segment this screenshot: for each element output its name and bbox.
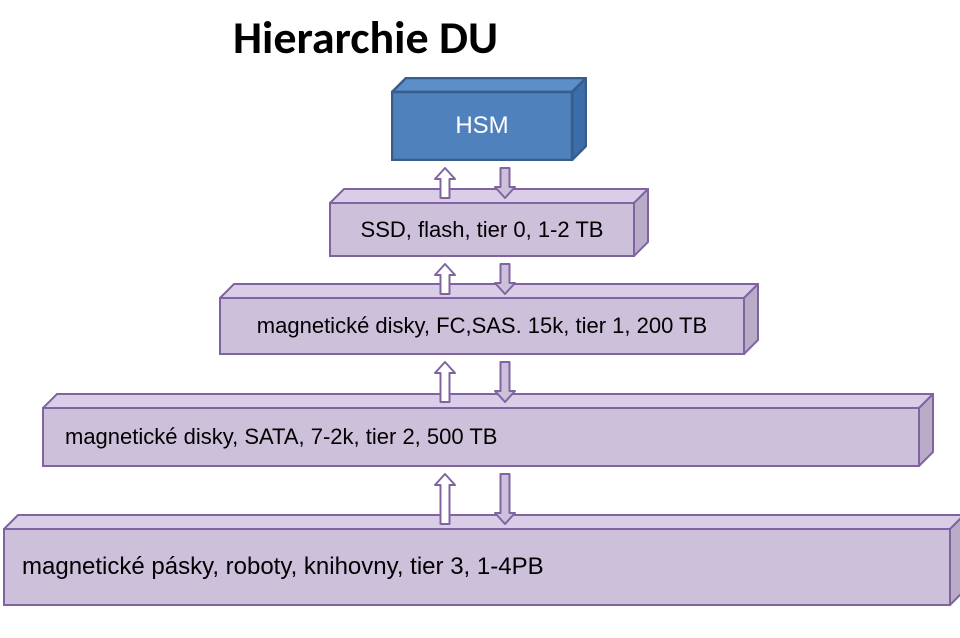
diagram-stage: Hierarchie DU HSM SSD, flash, tier 0, 1-2…	[0, 0, 960, 638]
page-title: Hierarchie DU	[233, 10, 498, 66]
tier-sata-label: magnetické disky, SATA, 7-2k, tier 2, 50…	[43, 408, 919, 466]
arrow-down-3	[493, 262, 517, 296]
tier-ssd: SSD, flash, tier 0, 1-2 TB	[329, 188, 649, 257]
tier-tape-label: magnetické pásky, roboty, knihovny, tier…	[4, 529, 950, 605]
tier-tape: magnetické pásky, roboty, knihovny, tier…	[3, 514, 960, 606]
arrow-up-4	[433, 360, 457, 404]
tier-ssd-label: SSD, flash, tier 0, 1-2 TB	[330, 203, 634, 256]
tier-hsm: HSM	[391, 77, 587, 161]
arrow-up-2	[433, 262, 457, 296]
arrow-down-7	[493, 472, 517, 526]
arrow-up-0	[433, 166, 457, 200]
tier-hsm-label: HSM	[392, 92, 572, 160]
tier-fcsas: magnetické disky, FC,SAS. 15k, tier 1, 2…	[219, 283, 759, 355]
arrow-down-1	[493, 166, 517, 200]
tier-sata: magnetické disky, SATA, 7-2k, tier 2, 50…	[42, 393, 934, 467]
tier-fcsas-label: magnetické disky, FC,SAS. 15k, tier 1, 2…	[220, 298, 744, 354]
arrow-up-6	[433, 472, 457, 526]
arrow-down-5	[493, 360, 517, 404]
